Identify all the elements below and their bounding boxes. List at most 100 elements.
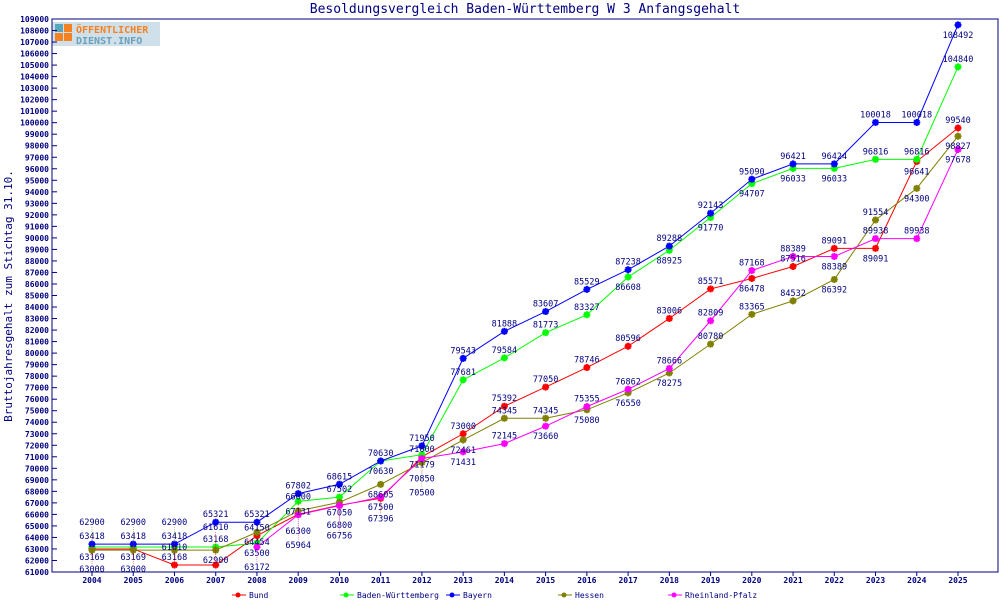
data-point bbox=[459, 376, 467, 384]
data-point bbox=[748, 274, 756, 282]
data-point bbox=[212, 518, 220, 526]
data-label: 96033 bbox=[780, 174, 806, 184]
data-label: 71000 bbox=[409, 445, 435, 455]
data-label: 78746 bbox=[574, 356, 600, 366]
y-tick-label: 63000 bbox=[25, 545, 49, 554]
data-point bbox=[253, 518, 261, 526]
data-label: 63169 bbox=[120, 553, 146, 563]
data-label: 74345 bbox=[492, 406, 518, 416]
data-label: 70630 bbox=[368, 467, 394, 477]
plot-frame bbox=[51, 18, 999, 573]
series-line bbox=[92, 24, 959, 545]
data-label: 63000 bbox=[120, 565, 146, 575]
data-point bbox=[624, 342, 632, 350]
data-label: 66300 bbox=[285, 527, 311, 537]
y-tick-label: 72000 bbox=[25, 441, 49, 450]
data-label: 68615 bbox=[327, 472, 353, 482]
data-point bbox=[707, 214, 715, 222]
data-label: 96641 bbox=[904, 167, 930, 177]
series-line bbox=[92, 135, 959, 551]
x-tick-label: 2010 bbox=[330, 576, 349, 585]
data-point bbox=[913, 184, 921, 192]
data-point bbox=[294, 497, 302, 505]
logo-line2: DIENST.INFO bbox=[76, 36, 142, 47]
legend-label: Rheinland-Pfalz bbox=[685, 591, 757, 600]
data-label: 62900 bbox=[162, 518, 188, 528]
data-label: 91770 bbox=[698, 224, 724, 234]
data-label: 79543 bbox=[450, 346, 476, 356]
data-point bbox=[253, 528, 261, 536]
data-label: 61610 bbox=[162, 543, 188, 553]
data-label: 81773 bbox=[533, 321, 559, 331]
data-point bbox=[830, 252, 838, 260]
data-point bbox=[789, 160, 797, 168]
y-tick-label: 65000 bbox=[25, 522, 49, 531]
data-point bbox=[583, 364, 591, 372]
data-point bbox=[789, 297, 797, 305]
data-label: 86478 bbox=[739, 284, 765, 294]
data-point bbox=[789, 252, 797, 260]
x-tick-label: 2004 bbox=[82, 576, 101, 585]
data-label: 85529 bbox=[574, 277, 600, 287]
series-hessen bbox=[88, 132, 962, 554]
data-label: 76862 bbox=[615, 377, 641, 387]
data-label: 94707 bbox=[739, 190, 765, 200]
data-label: 70630 bbox=[368, 449, 394, 459]
data-label: 83327 bbox=[574, 303, 600, 313]
data-point bbox=[748, 180, 756, 188]
data-point bbox=[707, 285, 715, 293]
data-point bbox=[748, 310, 756, 318]
data-point bbox=[665, 246, 673, 254]
data-label: 89938 bbox=[904, 227, 930, 237]
data-point bbox=[707, 340, 715, 348]
data-label: 79584 bbox=[492, 346, 518, 356]
y-tick-label: 78000 bbox=[25, 372, 49, 381]
x-tick-label: 2018 bbox=[660, 576, 679, 585]
y-tick-label: 87000 bbox=[25, 268, 49, 277]
chart-title: Besoldungsvergleich Baden-Württemberg W … bbox=[310, 2, 740, 17]
data-label: 65321 bbox=[203, 510, 229, 520]
data-point bbox=[665, 364, 673, 372]
y-tick-label: 90000 bbox=[25, 234, 49, 243]
data-label: 86392 bbox=[821, 285, 847, 295]
data-point bbox=[789, 263, 797, 271]
series-bayern bbox=[88, 21, 962, 548]
data-point bbox=[872, 244, 880, 252]
y-tick-label: 96000 bbox=[25, 165, 49, 174]
legend-item: Bayern bbox=[446, 591, 492, 600]
y-tick-label: 76000 bbox=[25, 395, 49, 404]
data-label: 81888 bbox=[492, 319, 518, 329]
y-tick-label: 73000 bbox=[25, 430, 49, 439]
x-tick-label: 2023 bbox=[866, 576, 885, 585]
y-tick-label: 98000 bbox=[25, 142, 49, 151]
data-label: 67500 bbox=[368, 503, 394, 513]
data-label: 64150 bbox=[244, 524, 270, 534]
data-label: 89288 bbox=[657, 234, 683, 244]
y-tick-label: 70000 bbox=[25, 464, 49, 473]
data-label: 63172 bbox=[244, 563, 270, 573]
data-point bbox=[253, 539, 261, 547]
data-point bbox=[872, 155, 880, 163]
data-point bbox=[872, 216, 880, 224]
data-label: 96816 bbox=[904, 147, 930, 157]
y-tick-label: 79000 bbox=[25, 361, 49, 370]
x-tick-label: 2008 bbox=[247, 576, 266, 585]
y-tick-label: 62000 bbox=[25, 556, 49, 565]
y-tick-label: 81000 bbox=[25, 338, 49, 347]
data-label: 66756 bbox=[327, 532, 353, 542]
series-line bbox=[92, 127, 959, 566]
y-tick-label: 106000 bbox=[20, 50, 49, 59]
data-label: 96033 bbox=[821, 174, 847, 184]
data-label: 76550 bbox=[615, 399, 641, 409]
data-point bbox=[624, 389, 632, 397]
x-tick-label: 2007 bbox=[206, 576, 225, 585]
series-bund bbox=[88, 124, 962, 569]
data-label: 67396 bbox=[368, 514, 394, 524]
x-tick-label: 2022 bbox=[825, 576, 844, 585]
data-point bbox=[707, 209, 715, 217]
data-label: 63500 bbox=[244, 549, 270, 559]
y-tick-label: 88000 bbox=[25, 257, 49, 266]
data-label: 67802 bbox=[285, 482, 311, 492]
legend-item: Hessen bbox=[558, 591, 604, 600]
data-label: 62900 bbox=[120, 518, 146, 528]
